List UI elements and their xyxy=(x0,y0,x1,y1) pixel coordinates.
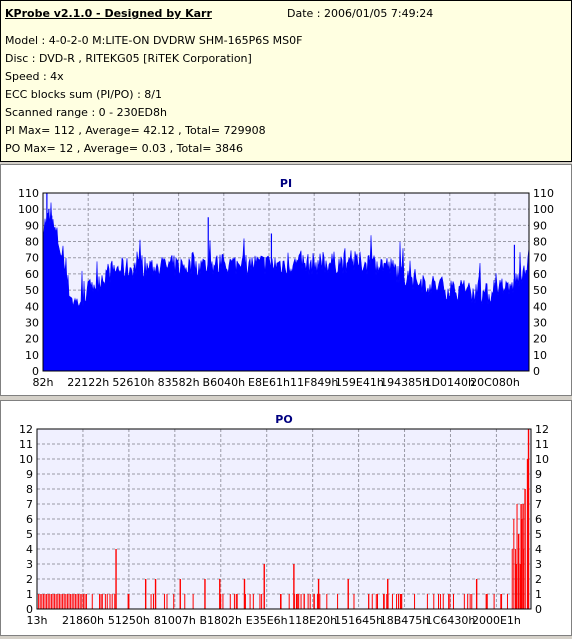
po-xtick-label: 118E20h xyxy=(288,614,337,627)
po-ytick-right: 6 xyxy=(535,513,542,526)
pi-xtick-label: 83582h xyxy=(158,376,200,389)
po-ytick-right: 9 xyxy=(535,468,542,481)
po-xtick-label: 81007h xyxy=(154,614,196,627)
po-ytick-right: 8 xyxy=(535,483,542,496)
po-ytick-left: 10 xyxy=(19,453,33,466)
speed-line: Speed : 4x xyxy=(5,70,64,83)
pi-ytick-left: 40 xyxy=(25,300,39,313)
pi-ytick-left: 90 xyxy=(25,219,39,232)
pi-ytick-right: 40 xyxy=(533,300,547,313)
po-xtick-label: 21860h xyxy=(62,614,104,627)
scan-date: Date : 2006/01/05 7:49:24 xyxy=(287,7,434,20)
pi-ytick-left: 10 xyxy=(25,349,39,362)
po-xtick-label: 1C6430h xyxy=(426,614,476,627)
po-ytick-left: 2 xyxy=(26,573,33,586)
ecc-line: ECC blocks sum (PI/PO) : 8/1 xyxy=(5,88,162,101)
pi-ytick-left: 110 xyxy=(18,187,39,200)
po-plot-frame xyxy=(36,428,532,610)
po-chart-panel: 0 0 1 1 2 2 3 3 4 4 5 5 6 6 7 7 8 8 9 9 10 10 11 11 12 12 13h 21860… xyxy=(0,400,572,636)
po-ytick-left: 11 xyxy=(19,438,33,451)
po-xtick-label: 13h xyxy=(27,614,48,627)
range-line: Scanned range : 0 - 230ED8h xyxy=(5,106,167,119)
pi-chart-panel: 0 0 10 10 20 20 30 30 40 40 50 50 60 60 70 70 80 80 90 90 10… xyxy=(0,164,572,396)
po-xtick-label: 18B475h xyxy=(380,614,430,627)
pi-ytick-right: 70 xyxy=(533,252,547,265)
po-ytick-left: 0 xyxy=(26,603,33,616)
pi-xtick-label: 11F849h xyxy=(290,376,338,389)
disc-line: Disc : DVD-R , RITEKG05 [RiTEK Corporati… xyxy=(5,52,252,65)
pi-xtick-label: 82h xyxy=(33,376,54,389)
po-xtick-label: E35E6h xyxy=(246,614,288,627)
pi-ytick-left: 80 xyxy=(25,236,39,249)
pi-area-series xyxy=(42,202,530,372)
pi-ytick-right: 0 xyxy=(533,365,540,378)
pi-plot-frame xyxy=(42,192,530,372)
po-ytick-right: 5 xyxy=(535,528,542,541)
pi-xtick-label: 159E41h xyxy=(335,376,384,389)
pi-ytick-right: 100 xyxy=(533,203,554,216)
pi-xtick-label: E8E61h xyxy=(248,376,290,389)
po-ytick-right: 3 xyxy=(535,558,542,571)
po-ytick-left: 5 xyxy=(26,528,33,541)
po-xtick-label: 2000E1h xyxy=(472,614,521,627)
pi-ytick-right: 50 xyxy=(533,284,547,297)
pi-ytick-left: 30 xyxy=(25,316,39,329)
app-title: KProbe v2.1.0 - Designed by Karr xyxy=(5,7,212,20)
po-ytick-left: 8 xyxy=(26,483,33,496)
po-ytick-left: 12 xyxy=(19,423,33,436)
po-ytick-right: 12 xyxy=(535,423,549,436)
pi-xtick-label: 22122h xyxy=(67,376,109,389)
po-ytick-left: 3 xyxy=(26,558,33,571)
pi-ytick-right: 110 xyxy=(533,187,554,200)
po-xtick-label: 51250h xyxy=(108,614,150,627)
model-line: Model : 4-0-2-0 M:LITE-ON DVDRW SHM-165P… xyxy=(5,34,303,47)
pi-ytick-left: 60 xyxy=(25,268,39,281)
po-xtick-label: 151645h xyxy=(334,614,383,627)
pi-chart-title: PI xyxy=(280,177,292,190)
po-ytick-left: 7 xyxy=(26,498,33,511)
pi-ytick-right: 60 xyxy=(533,268,547,281)
pi-ytick-left: 50 xyxy=(25,284,39,297)
pi-stats-line: PI Max= 112 , Average= 42.12 , Total= 72… xyxy=(5,124,266,137)
pi-ytick-right: 20 xyxy=(533,333,547,346)
po-ytick-right: 0 xyxy=(535,603,542,616)
pi-ytick-left: 70 xyxy=(25,252,39,265)
po-ytick-right: 11 xyxy=(535,438,549,451)
pi-ytick-left: 0 xyxy=(32,365,39,378)
pi-ytick-left: 100 xyxy=(18,203,39,216)
po-stats-line: PO Max= 12 , Average= 0.03 , Total= 3846 xyxy=(5,142,243,155)
po-ytick-right: 2 xyxy=(535,573,542,586)
po-ytick-right: 1 xyxy=(535,588,542,601)
po-ytick-right: 7 xyxy=(535,498,542,511)
pi-xtick-label: 194385h xyxy=(380,376,429,389)
po-ytick-left: 6 xyxy=(26,513,33,526)
info-panel: KProbe v2.1.0 - Designed by Karr Date : … xyxy=(0,0,572,162)
po-ytick-right: 4 xyxy=(535,543,542,556)
pi-xtick-label: 52610h xyxy=(112,376,154,389)
po-ytick-left: 1 xyxy=(26,588,33,601)
po-xtick-label: B1802h xyxy=(200,614,243,627)
pi-ytick-right: 30 xyxy=(533,316,547,329)
po-ytick-left: 4 xyxy=(26,543,33,556)
pi-chart: 0 0 10 10 20 20 30 30 40 40 50 50 60 60 70 70 80 80 90 90 10… xyxy=(18,177,554,389)
pi-ytick-right: 80 xyxy=(533,236,547,249)
po-ytick-left: 9 xyxy=(26,468,33,481)
pi-ytick-right: 10 xyxy=(533,349,547,362)
pi-xtick-label: B6040h xyxy=(203,376,246,389)
pi-ytick-left: 20 xyxy=(25,333,39,346)
pi-xtick-label: 1D0140h xyxy=(425,376,475,389)
pi-xtick-label: 20C080h xyxy=(470,376,520,389)
pi-ytick-right: 90 xyxy=(533,219,547,232)
po-ytick-right: 10 xyxy=(535,453,549,466)
po-chart-title: PO xyxy=(275,413,292,426)
